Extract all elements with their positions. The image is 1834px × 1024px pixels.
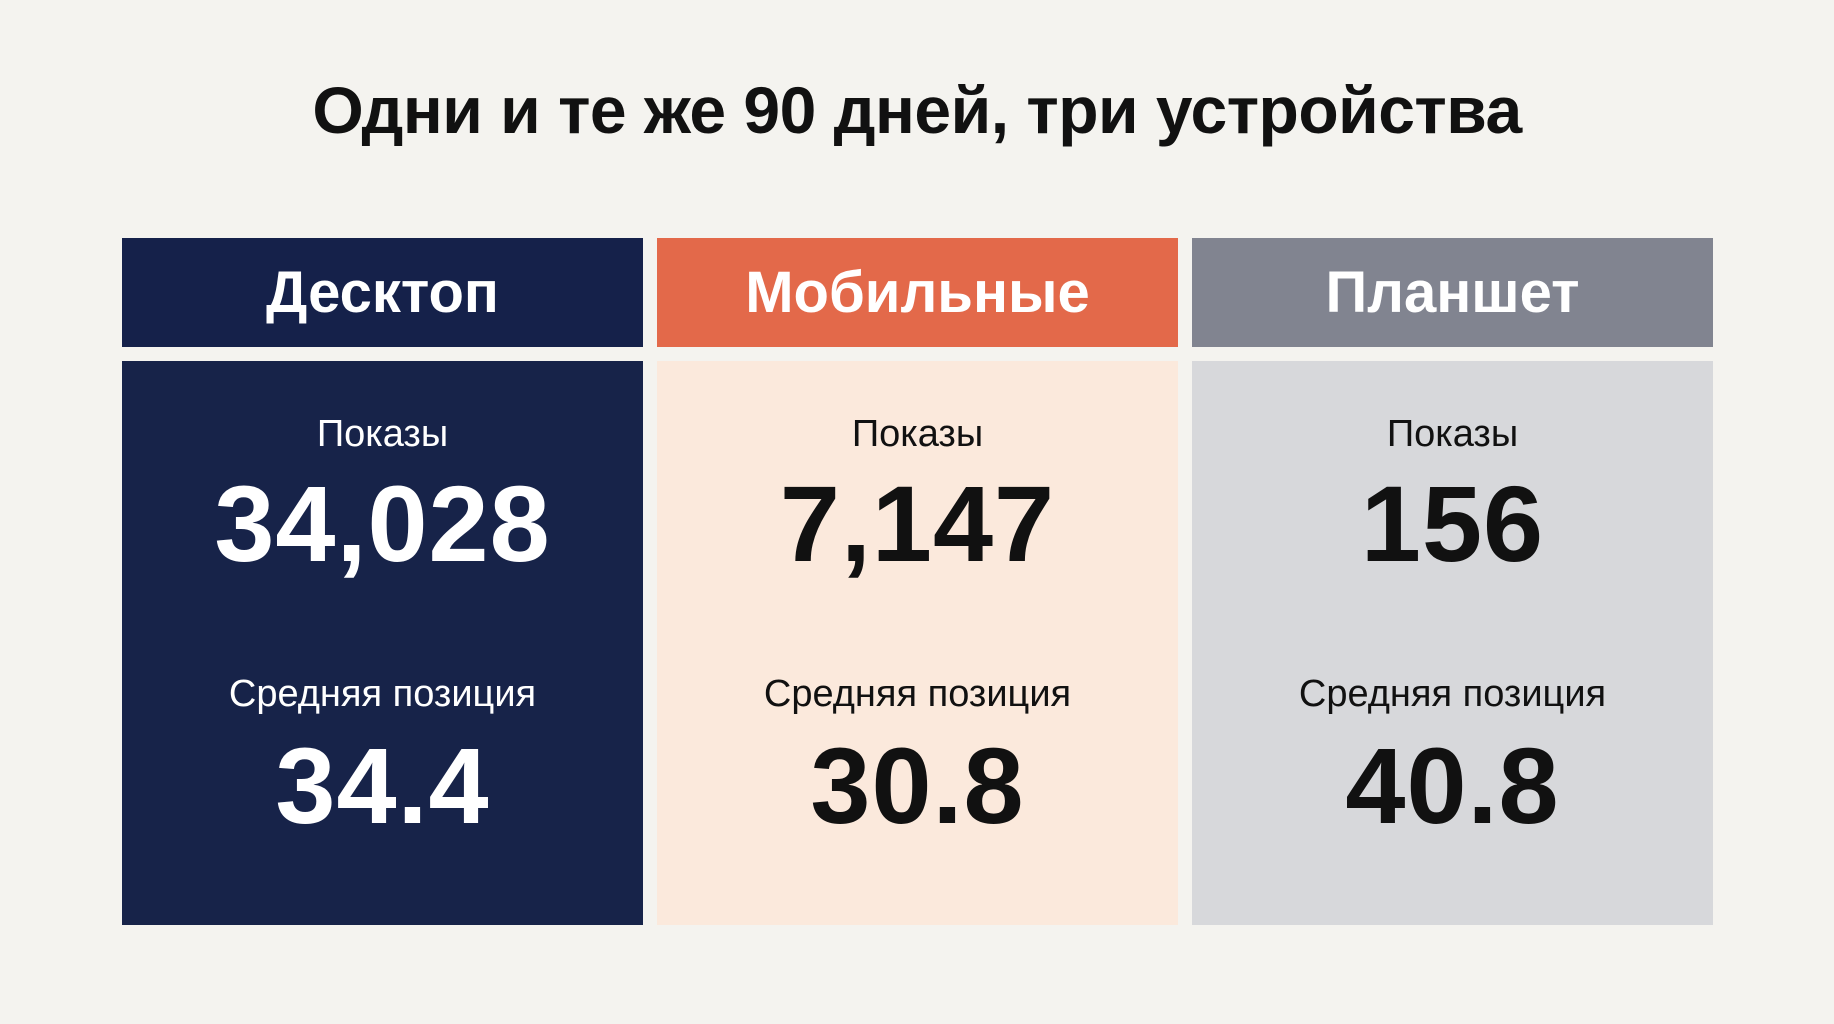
device-card-desktop: Десктоп Показы 34,028 Средняя позиция 34…: [122, 238, 643, 925]
device-metrics-tablet: Показы 156 Средняя позиция 40.8: [1192, 361, 1713, 925]
avg-position-label: Средняя позиция: [763, 673, 1072, 715]
device-header-tablet: Планшет: [1192, 238, 1713, 347]
avg-position-value: 40.8: [1345, 725, 1560, 846]
device-card-mobile: Мобильные Показы 7,147 Средняя позиция 3…: [657, 238, 1178, 925]
impressions-value: 156: [1360, 463, 1545, 584]
device-card-tablet: Планшет Показы 156 Средняя позиция 40.8: [1192, 238, 1713, 925]
avg-position-value: 30.8: [810, 725, 1025, 846]
impressions-label: Показы: [316, 413, 449, 455]
impressions-label: Показы: [1386, 413, 1519, 455]
device-metrics-mobile: Показы 7,147 Средняя позиция 30.8: [657, 361, 1178, 925]
avg-position-label: Средняя позиция: [228, 673, 537, 715]
device-header-desktop: Десктоп: [122, 238, 643, 347]
impressions-label: Показы: [851, 413, 984, 455]
impressions-value: 34,028: [214, 463, 551, 584]
avg-position-label: Средняя позиция: [1298, 673, 1607, 715]
device-header-mobile: Мобильные: [657, 238, 1178, 347]
impressions-value: 7,147: [779, 463, 1056, 584]
page-title: Одни и те же 90 дней, три устройства: [312, 73, 1522, 147]
avg-position-value: 34.4: [275, 725, 490, 846]
device-columns: Десктоп Показы 34,028 Средняя позиция 34…: [122, 238, 1713, 925]
device-metrics-desktop: Показы 34,028 Средняя позиция 34.4: [122, 361, 643, 925]
